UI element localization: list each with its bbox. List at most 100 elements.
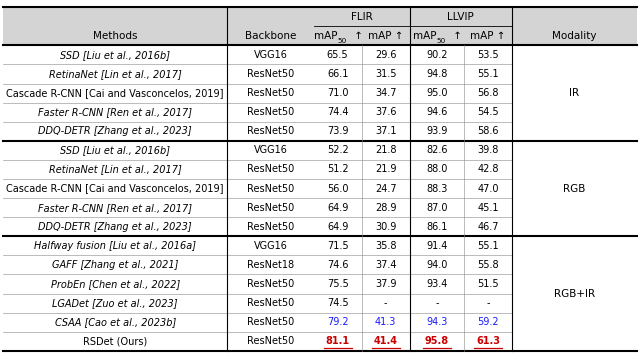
Bar <box>3 26 637 45</box>
Text: Cascade R-CNN [Cai and Vasconcelos, 2019]: Cascade R-CNN [Cai and Vasconcelos, 2019… <box>6 184 224 194</box>
Text: RetinaNet [Lin et al., 2017]: RetinaNet [Lin et al., 2017] <box>49 69 182 79</box>
Text: LGADet [Zuo et al., 2023]: LGADet [Zuo et al., 2023] <box>52 298 178 308</box>
Text: ResNet50: ResNet50 <box>247 203 294 213</box>
Text: Faster R-CNN [Ren et al., 2017]: Faster R-CNN [Ren et al., 2017] <box>38 203 192 213</box>
Text: 37.9: 37.9 <box>375 279 396 289</box>
Text: 59.2: 59.2 <box>477 317 499 327</box>
Text: 52.2: 52.2 <box>327 145 348 155</box>
Text: RGB+IR: RGB+IR <box>554 289 595 299</box>
Text: ResNet50: ResNet50 <box>247 336 294 346</box>
Text: ↑: ↑ <box>351 31 363 41</box>
Text: LLVIP: LLVIP <box>447 12 474 22</box>
Text: 94.6: 94.6 <box>426 107 447 117</box>
Text: 91.4: 91.4 <box>426 241 447 251</box>
Text: Faster R-CNN [Ren et al., 2017]: Faster R-CNN [Ren et al., 2017] <box>38 107 192 117</box>
Text: 31.5: 31.5 <box>375 69 396 79</box>
Text: ResNet50: ResNet50 <box>247 69 294 79</box>
Text: RetinaNet [Lin et al., 2017]: RetinaNet [Lin et al., 2017] <box>49 164 182 174</box>
Text: Modality: Modality <box>552 31 596 41</box>
Text: Cascade R-CNN [Cai and Vasconcelos, 2019]: Cascade R-CNN [Cai and Vasconcelos, 2019… <box>6 88 224 98</box>
Text: ↑: ↑ <box>451 31 462 41</box>
Text: 21.9: 21.9 <box>375 164 396 174</box>
Text: 73.9: 73.9 <box>327 126 348 136</box>
Text: 94.0: 94.0 <box>426 260 447 270</box>
Text: 30.9: 30.9 <box>375 222 396 232</box>
Text: mAP: mAP <box>413 31 437 41</box>
Text: 51.5: 51.5 <box>477 279 499 289</box>
Text: 75.5: 75.5 <box>327 279 348 289</box>
Text: 42.8: 42.8 <box>477 164 499 174</box>
Text: 37.6: 37.6 <box>375 107 396 117</box>
Text: RSDet (Ours): RSDet (Ours) <box>83 336 147 346</box>
Text: ResNet50: ResNet50 <box>247 126 294 136</box>
Text: Backbone: Backbone <box>244 31 296 41</box>
Text: 87.0: 87.0 <box>426 203 447 213</box>
Text: -: - <box>384 298 387 308</box>
Text: 45.1: 45.1 <box>477 203 499 213</box>
Bar <box>3 7 637 26</box>
Text: 46.7: 46.7 <box>477 222 499 232</box>
Text: 66.1: 66.1 <box>327 69 348 79</box>
Text: 35.8: 35.8 <box>375 241 396 251</box>
Text: 37.1: 37.1 <box>375 126 396 136</box>
Text: 74.4: 74.4 <box>327 107 348 117</box>
Text: RGB: RGB <box>563 184 586 194</box>
Text: 29.6: 29.6 <box>375 50 396 60</box>
Text: 74.5: 74.5 <box>327 298 348 308</box>
Text: 64.9: 64.9 <box>327 203 348 213</box>
Text: 93.4: 93.4 <box>426 279 447 289</box>
Text: 58.6: 58.6 <box>477 126 499 136</box>
Text: GAFF [Zhang et al., 2021]: GAFF [Zhang et al., 2021] <box>52 260 179 270</box>
Text: 41.4: 41.4 <box>374 336 397 346</box>
Text: mAP: mAP <box>314 31 338 41</box>
Text: 21.8: 21.8 <box>375 145 396 155</box>
Text: 55.1: 55.1 <box>477 69 499 79</box>
Text: mAP ↑: mAP ↑ <box>368 31 403 41</box>
Text: 88.3: 88.3 <box>426 184 447 194</box>
Text: 93.9: 93.9 <box>426 126 447 136</box>
Text: 39.8: 39.8 <box>477 145 499 155</box>
Text: ResNet50: ResNet50 <box>247 279 294 289</box>
Text: 54.5: 54.5 <box>477 107 499 117</box>
Text: ProbEn [Chen et al., 2022]: ProbEn [Chen et al., 2022] <box>51 279 180 289</box>
Text: ResNet50: ResNet50 <box>247 184 294 194</box>
Text: 64.9: 64.9 <box>327 222 348 232</box>
Text: IR: IR <box>570 88 579 98</box>
Text: 95.8: 95.8 <box>425 336 449 346</box>
Text: 28.9: 28.9 <box>375 203 396 213</box>
Text: 90.2: 90.2 <box>426 50 447 60</box>
Text: 71.5: 71.5 <box>327 241 348 251</box>
Text: ResNet50: ResNet50 <box>247 298 294 308</box>
Text: 74.6: 74.6 <box>327 260 348 270</box>
Text: 24.7: 24.7 <box>375 184 396 194</box>
Text: 79.2: 79.2 <box>327 317 348 327</box>
Text: 95.0: 95.0 <box>426 88 447 98</box>
Text: 88.0: 88.0 <box>426 164 447 174</box>
Text: 55.8: 55.8 <box>477 260 499 270</box>
Text: 50: 50 <box>338 38 347 44</box>
Text: FLIR: FLIR <box>351 12 372 22</box>
Text: 81.1: 81.1 <box>326 336 349 346</box>
Text: 55.1: 55.1 <box>477 241 499 251</box>
Text: ResNet50: ResNet50 <box>247 317 294 327</box>
Text: -: - <box>486 298 490 308</box>
Text: SSD [Liu et al., 2016b]: SSD [Liu et al., 2016b] <box>60 145 170 155</box>
Text: ResNet50: ResNet50 <box>247 107 294 117</box>
Text: mAP ↑: mAP ↑ <box>470 31 506 41</box>
Text: DDQ-DETR [Zhang et al., 2023]: DDQ-DETR [Zhang et al., 2023] <box>38 126 192 136</box>
Text: 82.6: 82.6 <box>426 145 447 155</box>
Text: 53.5: 53.5 <box>477 50 499 60</box>
Text: 37.4: 37.4 <box>375 260 396 270</box>
Text: 50: 50 <box>437 38 446 44</box>
Text: 56.0: 56.0 <box>327 184 348 194</box>
Text: 51.2: 51.2 <box>327 164 348 174</box>
Text: 41.3: 41.3 <box>375 317 396 327</box>
Text: 61.3: 61.3 <box>476 336 500 346</box>
Text: VGG16: VGG16 <box>253 50 287 60</box>
Text: 65.5: 65.5 <box>327 50 348 60</box>
Text: 56.8: 56.8 <box>477 88 499 98</box>
Text: 86.1: 86.1 <box>426 222 447 232</box>
Text: 71.0: 71.0 <box>327 88 348 98</box>
Text: ResNet50: ResNet50 <box>247 222 294 232</box>
Text: ResNet50: ResNet50 <box>247 164 294 174</box>
